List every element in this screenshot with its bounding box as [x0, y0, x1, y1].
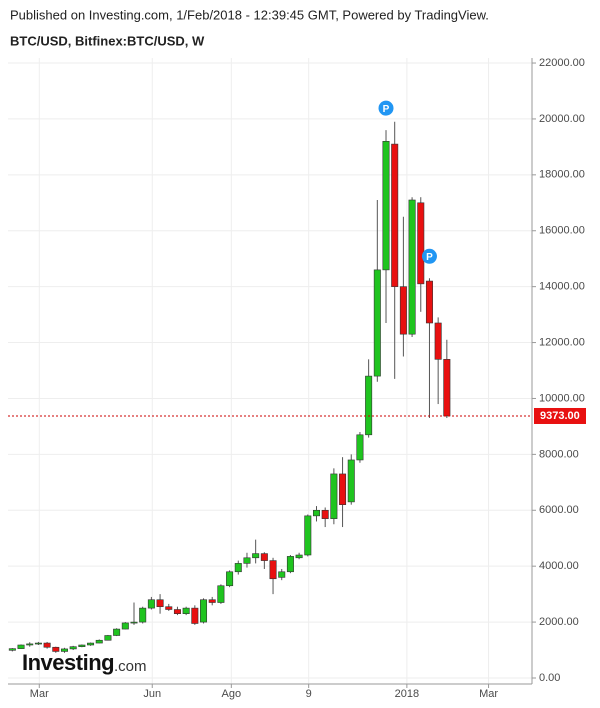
candle-body [330, 473, 338, 519]
candle-body [165, 606, 173, 610]
candle-body [52, 646, 60, 652]
candle-body [234, 563, 242, 573]
y-tick-label: 14000.00 [539, 281, 585, 293]
candle-body [104, 635, 112, 641]
candle-body [156, 599, 164, 608]
candle-body [417, 202, 425, 285]
y-tick-label: 12000.00 [539, 336, 585, 348]
plot [8, 121, 451, 653]
chart-title: BTC/USD, Bitfinex:BTC/USD, W [10, 33, 205, 48]
candle-body [78, 644, 86, 647]
candle-body [182, 607, 190, 614]
candle-body [391, 143, 399, 287]
x-tick-label: Ago [222, 688, 242, 700]
y-tick-label: 0.00 [539, 672, 560, 684]
candle-body [443, 359, 451, 417]
x-tick-label: Jun [143, 688, 161, 700]
candle-body [191, 607, 199, 624]
candle-body [434, 322, 442, 360]
x-tick-label: 2018 [395, 688, 419, 700]
candle-body [208, 599, 216, 603]
candle-body [260, 553, 268, 561]
candle-body [95, 639, 103, 644]
y-tick-label: 18000.00 [539, 169, 585, 181]
candle-body [226, 571, 234, 587]
y-tick-label: 8000.00 [539, 448, 579, 460]
y-tick-label: 6000.00 [539, 504, 579, 516]
candle-body [339, 473, 347, 505]
candle-body [312, 509, 320, 517]
y-tick-label: 22000.00 [539, 57, 585, 69]
watermark-main: Investing [22, 650, 114, 675]
candle-body [382, 140, 390, 271]
candle-body [295, 554, 303, 559]
candle-body [286, 556, 294, 573]
candle-body [139, 607, 147, 623]
y-tick-label: 16000.00 [539, 225, 585, 237]
candle-body [304, 515, 312, 556]
y-tick-label: 20000.00 [539, 113, 585, 125]
candle-body [17, 644, 25, 649]
y-tick-label: 10000.00 [539, 392, 585, 404]
candle-body [365, 375, 373, 436]
candle-body [43, 642, 51, 648]
candle-body [269, 560, 277, 580]
candle-body [87, 642, 95, 646]
candle-body [278, 571, 286, 578]
x-tick-label: 9 [306, 688, 312, 700]
candle-body [8, 648, 16, 651]
candle-body [373, 269, 381, 377]
event-marker [378, 100, 394, 116]
chart-subtitle: Published on Investing.com, 1/Feb/2018 -… [10, 7, 489, 22]
candle-body [121, 622, 129, 630]
x-tick-label: Mar [479, 688, 498, 700]
candle-body [200, 599, 208, 623]
candle-body [347, 459, 355, 503]
y-tick-label: 4000.00 [539, 560, 579, 572]
x-tick-label: Mar [30, 688, 49, 700]
candle-body [356, 434, 364, 461]
candle-body [130, 621, 138, 624]
grid [8, 58, 532, 684]
event-label: P [383, 104, 390, 115]
candle-body [243, 557, 251, 564]
event-label: P [426, 252, 433, 263]
candle-body [173, 609, 181, 614]
candle-body [399, 286, 407, 335]
candle-body [425, 280, 433, 324]
watermark-suffix: .com [114, 658, 147, 675]
candle-body [34, 642, 42, 645]
candle-body [26, 643, 34, 646]
candle-body [408, 199, 416, 335]
candle-body [60, 648, 68, 652]
candle-body [147, 599, 155, 609]
last-price-label: 9373.00 [540, 410, 580, 422]
event-marker [421, 248, 437, 264]
candle-body [69, 646, 77, 650]
candle-body [321, 509, 329, 519]
last-price-box [534, 407, 586, 424]
candle-body [252, 553, 260, 559]
candle-body [217, 585, 225, 603]
y-tick-label: 2000.00 [539, 616, 579, 628]
candle-body [113, 628, 121, 636]
